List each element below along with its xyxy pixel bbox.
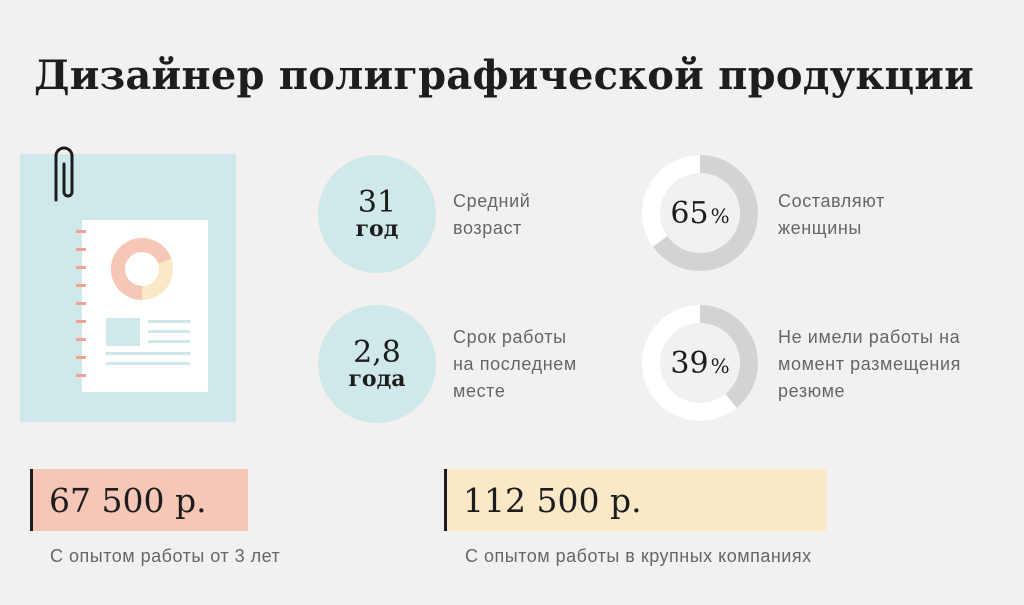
average-age-value: 31 [357, 184, 397, 220]
salary-experienced-amount: 67 500 р. [49, 480, 207, 520]
women-share-donut: 65 % [640, 153, 760, 273]
salary-large-company: 112 500 р. [444, 469, 826, 531]
donut-arc [642, 305, 758, 421]
average-age-bubble: 31 год [318, 155, 436, 273]
job-tenure-value: 2,8 [353, 334, 401, 370]
salary-large-company-amount: 112 500 р. [463, 480, 642, 520]
salary-experienced-caption: С опытом работы от 3 лет [50, 546, 281, 566]
document-illustration [20, 146, 236, 422]
job-tenure-label: Срок работы на последнем месте [453, 327, 577, 401]
average-age-label: Средний возраст [453, 191, 531, 238]
average-age-unit: год [355, 216, 399, 243]
unemployed-share-donut: 39 % [640, 303, 760, 423]
unemployed-share-value: 39 [670, 345, 709, 381]
women-share-value: 65 [670, 195, 709, 231]
women-share-label: Составляют женщины [778, 191, 885, 238]
donut-arc [642, 155, 758, 271]
unemployed-share-label: Не имели работы на момент размещения рез… [778, 327, 961, 401]
percent-sign: % [710, 204, 730, 228]
salary-experienced: 67 500 р. [30, 469, 248, 531]
salary-large-company-caption: С опытом работы в крупных компаниях [465, 546, 812, 566]
page-title: Дизайнер полиграфической продукции [34, 52, 974, 99]
paperclip-icon [54, 146, 74, 202]
document-icon [76, 220, 208, 392]
job-tenure-unit: года [348, 366, 406, 393]
percent-sign: % [710, 354, 730, 378]
job-tenure-bubble: 2,8 года [318, 305, 436, 423]
